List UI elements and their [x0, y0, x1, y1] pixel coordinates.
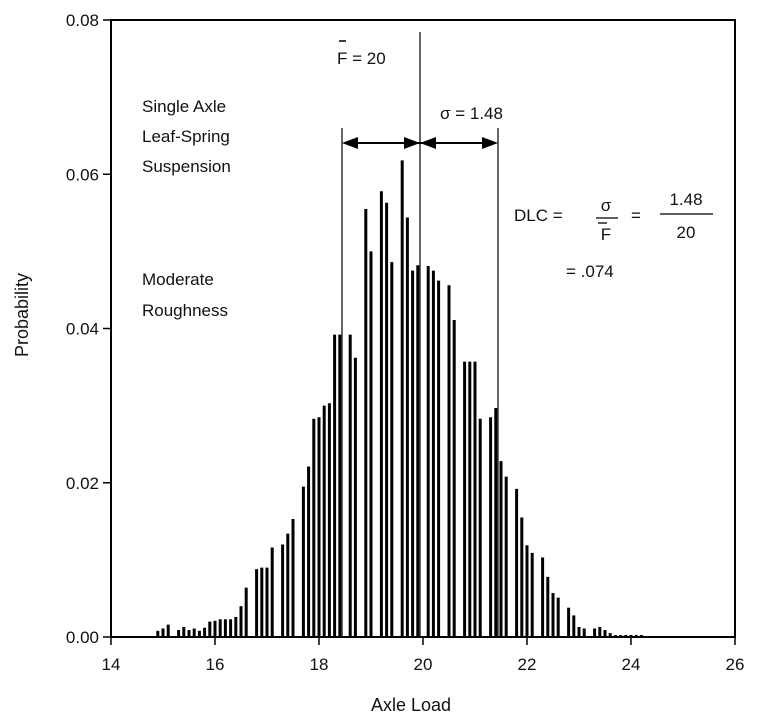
- annotation-suspension-3: Suspension: [142, 157, 231, 176]
- y-tick-label: 0.06: [66, 165, 99, 184]
- dlc-prefix: DLC =: [514, 206, 563, 225]
- x-tick-label: 22: [518, 655, 537, 674]
- annotation-suspension-1: Single Axle: [142, 97, 226, 116]
- sigma-arrow-right: [482, 137, 498, 149]
- sigma-label: σ = 1.48: [440, 104, 503, 123]
- x-tick-label: 18: [310, 655, 329, 674]
- dlc-numerator-symbol: σ: [601, 196, 612, 215]
- y-tick-label: 0.02: [66, 474, 99, 493]
- x-tick-label: 26: [726, 655, 745, 674]
- dlc-equals: =: [631, 206, 641, 225]
- y-tick-label: 0.00: [66, 628, 99, 647]
- annotation-suspension-2: Leaf-Spring: [142, 127, 230, 146]
- x-tick-label: 14: [102, 655, 121, 674]
- annotation-roughness-2: Roughness: [142, 301, 228, 320]
- bars-group: [156, 160, 643, 637]
- x-axis-ticks: 14 16 18 20 22 24 26: [102, 637, 745, 674]
- dlc-denominator-symbol: F: [601, 225, 611, 244]
- x-axis-title: Axle Load: [371, 695, 451, 715]
- dlc-denominator-value: 20: [677, 223, 696, 242]
- mean-label: F = 20: [337, 49, 386, 68]
- x-tick-label: 24: [622, 655, 641, 674]
- x-tick-label: 20: [414, 655, 433, 674]
- y-tick-label: 0.04: [66, 320, 99, 339]
- annotation-roughness-1: Moderate: [142, 270, 214, 289]
- y-axis-ticks: 0.00 0.02 0.04 0.06 0.08: [66, 11, 111, 647]
- y-axis-title: Probability: [12, 273, 32, 357]
- x-tick-label: 16: [206, 655, 225, 674]
- sigma-arrow-left: [342, 137, 358, 149]
- sigma-arrow-mid-right: [420, 137, 436, 149]
- dlc-result: = .074: [566, 262, 614, 281]
- dlc-numerator-value: 1.48: [669, 190, 702, 209]
- sigma-arrow-mid-left: [404, 137, 420, 149]
- y-tick-label: 0.08: [66, 11, 99, 30]
